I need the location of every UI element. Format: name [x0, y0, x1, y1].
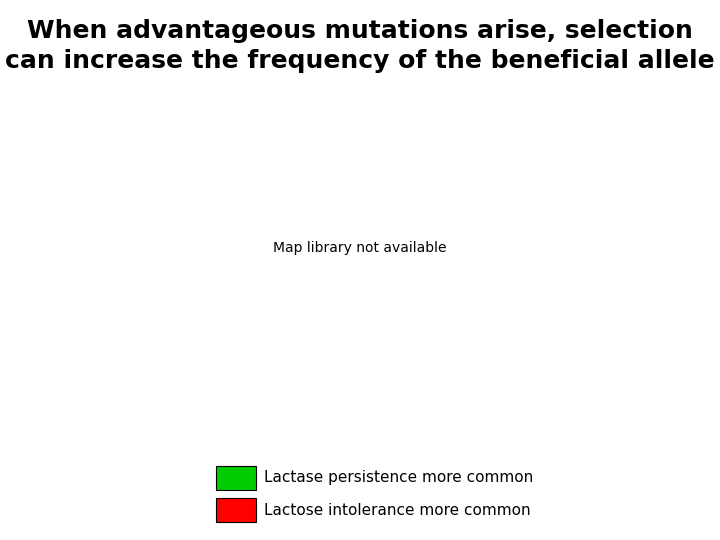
Text: Lactase persistence more common: Lactase persistence more common — [264, 470, 534, 485]
Text: When advantageous mutations arise, selection
can increase the frequency of the b: When advantageous mutations arise, selec… — [5, 19, 715, 72]
Text: Lactose intolerance more common: Lactose intolerance more common — [264, 503, 531, 518]
Text: Map library not available: Map library not available — [274, 241, 446, 255]
